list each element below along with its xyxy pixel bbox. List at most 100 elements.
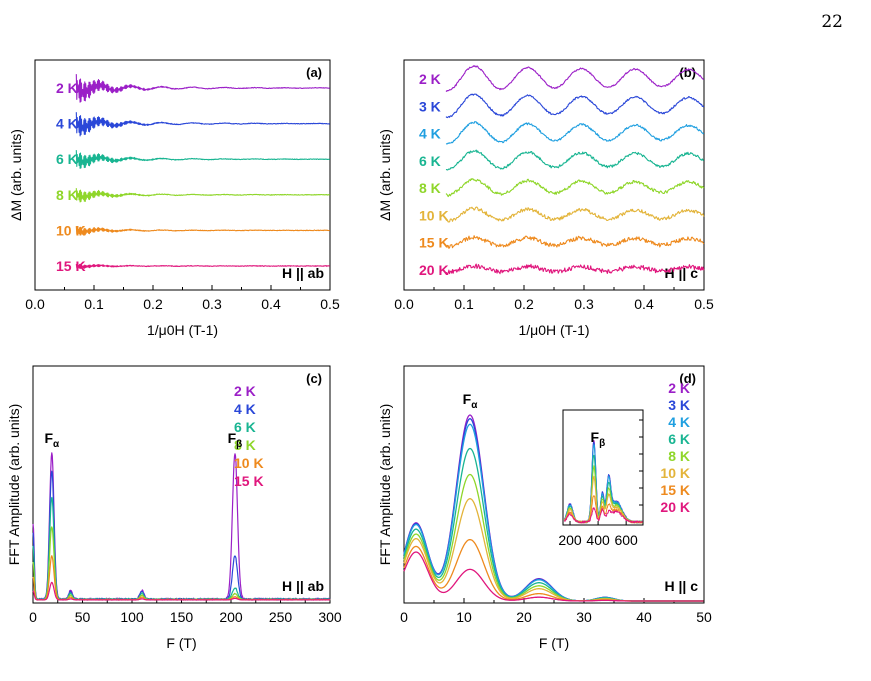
series-label: 10 K [660, 465, 690, 481]
panel-d: 0 10 20 30 40 50 F (T) FFT Amplitude (arb. unit… [377, 365, 712, 651]
series-label: 15 K [660, 482, 690, 498]
series-line-15k [445, 235, 705, 249]
peak-label: Fα [44, 430, 60, 450]
field-label: H || ab [282, 578, 324, 594]
x-tick-label: 0.4 [261, 296, 281, 312]
series-line-6k [403, 447, 704, 602]
x-tick-label: 0.0 [25, 296, 45, 312]
peak-label-main: F [44, 430, 53, 446]
peak-label: Fα [463, 391, 479, 411]
y-axis-label: ΔM (arb. units) [8, 129, 24, 221]
series-line-20k [445, 263, 705, 275]
x-tick-label: 0.1 [454, 296, 474, 312]
x-tick-label: 40 [636, 609, 652, 625]
series-label: 2 K [56, 80, 78, 96]
inset-x-tick-label: 400 [586, 532, 610, 548]
series-label: 10 K [56, 222, 86, 238]
x-tick-label: 0.5 [694, 296, 714, 312]
panel-b: 0.0 0.1 0.2 0.3 0.4 0.5 1/μ0H (T-1) ΔM (arb. un… [377, 59, 714, 338]
inset-peak-label: Fβ [591, 429, 606, 449]
x-tick-label: 50 [696, 609, 712, 625]
series-line-10k [75, 226, 331, 236]
x-tick-label: 250 [269, 609, 293, 625]
series-line-3k [445, 93, 705, 119]
series-label: 8 K [668, 448, 690, 464]
panel-label: (b) [679, 65, 696, 80]
series-label: 20 K [419, 262, 449, 278]
x-tick-label: 0 [400, 609, 408, 625]
series-line-2k [403, 414, 704, 602]
series-line-8k [445, 178, 705, 198]
series-line-6k [445, 149, 704, 171]
series-label: 15 K [56, 258, 86, 274]
page-number: 22 [821, 12, 843, 32]
peak-label-sub: α [471, 400, 478, 411]
x-tick-label: 0.1 [84, 296, 104, 312]
series-line-4k [445, 121, 705, 145]
series-label: 6 K [56, 151, 78, 167]
x-tick-label: 30 [576, 609, 592, 625]
inset-x-tick-label: 600 [614, 532, 638, 548]
x-tick-label: 300 [318, 609, 342, 625]
x-tick-label: 10 [456, 609, 472, 625]
x-tick-label: 20 [516, 609, 532, 625]
x-axis-label: 1/μ0H (T-1) [518, 322, 589, 338]
series-line-15k [75, 263, 331, 269]
x-axis-label: F (T) [539, 635, 569, 651]
x-tick-label: 0.0 [394, 296, 414, 312]
y-axis-label: FFT Amplitude (arb. units) [6, 404, 22, 566]
plot-frame [403, 59, 705, 291]
series-line-20k [403, 551, 704, 602]
plot-frame [32, 365, 331, 604]
series-line-4k [75, 112, 330, 137]
peak-label-main: F [591, 429, 600, 445]
x-tick-label: 0.3 [202, 296, 222, 312]
x-tick-label: 150 [170, 609, 194, 625]
series-label: 2 K [419, 71, 441, 87]
series-label: 6 K [234, 419, 256, 435]
peak-label: Fβ [228, 430, 243, 450]
series-label: 10 K [234, 455, 264, 471]
y-axis-label: ΔM (arb. units) [377, 129, 393, 221]
series-label: 10 K [419, 207, 449, 223]
series-label: 2 K [668, 380, 690, 396]
series-label: 4 K [668, 414, 690, 430]
peak-label-sub: β [599, 438, 605, 449]
x-tick-label: 50 [75, 609, 91, 625]
panel-label: (a) [306, 65, 322, 80]
x-axis-label: F (T) [166, 635, 196, 651]
series-line-8k [75, 188, 331, 203]
series-line-2k [445, 65, 705, 92]
peak-label-sub: α [53, 439, 60, 450]
inset-frame [562, 409, 644, 526]
x-tick-label: 200 [219, 609, 243, 625]
series-label: 8 K [56, 187, 78, 203]
inset-series-line [563, 507, 643, 524]
field-label: H || ab [282, 265, 324, 281]
x-tick-label: 0 [29, 609, 37, 625]
series-line-10k [445, 206, 705, 223]
x-tick-label: 0.2 [143, 296, 163, 312]
series-line-2k [75, 74, 331, 103]
panel-label: (d) [679, 371, 696, 386]
inset: 200 400 600 Fβ [558, 409, 644, 548]
series-label: 8 K [419, 180, 441, 196]
series-line-6k [75, 150, 330, 169]
series-line-3k [403, 418, 704, 602]
series-label: 3 K [419, 98, 441, 114]
series-line-15k [32, 581, 331, 601]
series-label: 15 K [419, 235, 449, 251]
panel-c: 0 50 100 150 200 250 300 F (T) FFT Amplitude (ar… [6, 365, 342, 651]
series-label: 4 K [234, 401, 256, 417]
series-label: 2 K [234, 383, 256, 399]
x-tick-label: 0.3 [574, 296, 594, 312]
series-label: 15 K [234, 473, 264, 489]
inset-x-tick-label: 200 [558, 532, 582, 548]
panel-a: 0.0 0.1 0.2 0.3 0.4 0.5 1/μ0H (T-1) ΔM (arb. un… [8, 59, 340, 338]
series-label: 6 K [419, 153, 441, 169]
series-line-4k [403, 423, 704, 602]
panel-label: (c) [306, 371, 322, 386]
series-label: 20 K [660, 499, 690, 515]
series-label: 4 K [419, 126, 441, 142]
